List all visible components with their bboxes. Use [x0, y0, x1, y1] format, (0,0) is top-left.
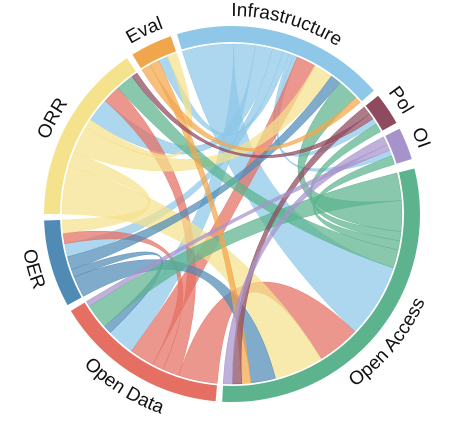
ribbon-orr-eval: [85, 52, 193, 159]
arc-pol: [365, 95, 397, 131]
ribbon-oi-od: [85, 144, 390, 307]
segment-arcs: [44, 25, 421, 402]
ribbon-pol-orr: [131, 72, 374, 158]
arc-eval: [132, 36, 176, 69]
arc-oer: [44, 220, 82, 306]
arc-oi: [385, 128, 412, 164]
arc-od: [70, 302, 218, 402]
chord-ribbons: [61, 43, 403, 385]
arc-orr: [44, 58, 136, 214]
label-oi: OI: [407, 124, 434, 151]
ribbon-oer-oa: [73, 259, 276, 384]
ribbon-oer-infra: [67, 75, 341, 270]
ribbon-orr-oer: [61, 151, 151, 234]
arc-infra: [177, 25, 374, 102]
label-oer: OER: [18, 247, 49, 292]
